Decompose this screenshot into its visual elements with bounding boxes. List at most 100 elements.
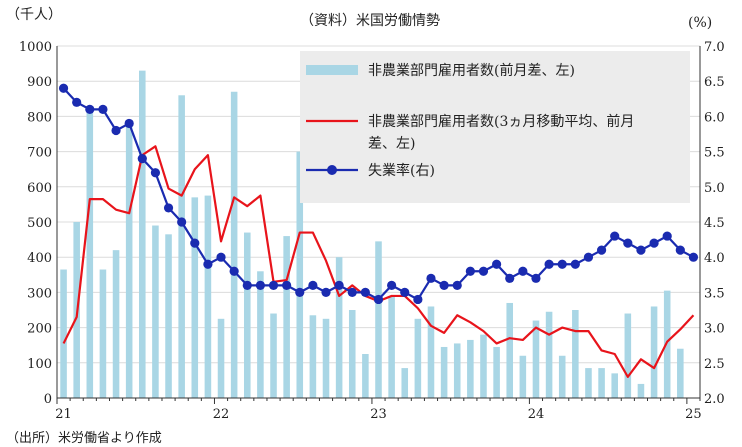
unemployment-rate-point [295,287,305,297]
payroll-bar [243,232,251,398]
unemployment-rate-point [321,287,331,297]
payroll-bar [309,315,317,398]
payroll-bar [99,269,107,398]
payroll-bar [388,295,395,398]
unemployment-rate-point [255,280,265,290]
unemployment-rate-point [531,273,541,283]
payroll-bar [624,313,632,398]
right-axis-unit: (%) [688,15,712,31]
unemployment-rate-point [98,104,108,114]
unemployment-rate-point [282,280,292,290]
right-tick-label: 4.5 [704,216,725,231]
right-tick-label: 6.0 [704,110,725,125]
left-tick-label: 300 [27,286,52,301]
payroll-bar [611,373,618,398]
unemployment-rate-point [190,238,200,248]
payroll-bar [572,310,579,398]
payroll-bar [453,343,461,398]
right-tick-label: 4.0 [704,251,725,266]
payroll-bar [427,306,435,398]
unemployment-rate-point [177,217,187,227]
unemployment-rate-point [150,168,161,178]
left-tick-label: 500 [27,216,52,231]
left-tick-label: 1000 [19,40,52,55]
unemployment-rate-point [610,231,620,241]
unemployment-rate-point [492,259,502,269]
payroll-bar [86,112,94,398]
unemployment-rate-point [334,280,344,290]
left-axis-unit: （千人） [6,7,62,23]
x-tick-label: 23 [370,407,387,422]
payroll-bar [401,368,409,398]
unemployment-rate-point [216,252,226,262]
right-tick-label: 3.5 [704,286,725,301]
unemployment-rate-point [360,287,370,297]
right-tick-label: 5.0 [704,181,725,196]
unemployment-rate-point [596,245,607,255]
left-tick-label: 400 [27,251,52,266]
payroll-bar [362,354,369,398]
payroll-bar [348,310,356,398]
payroll-bar [558,355,566,398]
unemployment-rate-point [570,259,580,269]
right-tick-label: 7.0 [704,40,725,55]
chart-title: （資料）米国労働情勢 [300,13,440,29]
unemployment-rate-point [465,266,475,276]
payroll-bar [493,346,500,398]
payroll-bar [257,271,264,398]
legend-rate-label: 失業率(右) [368,162,435,179]
payroll-bar [165,234,172,398]
x-tick-label: 22 [213,407,230,422]
payroll-bar [480,334,487,398]
unemployment-rate-point [505,273,515,283]
unemployment-rate-point [452,280,462,290]
legend: 非農業部門雇用者数(前月差、左) 非農業部門雇用者数(3ヵ月移動平均、前月 差、… [300,51,690,203]
payroll-bar [217,318,225,398]
unemployment-rate-point [688,252,699,262]
unemployment-rate-point [72,97,82,107]
payroll-bar [545,311,553,398]
legend-rate-marker [327,165,337,175]
unemployment-rate-point [426,273,436,283]
right-tick-label: 5.5 [704,146,725,161]
payroll-bar [414,318,422,398]
payroll-bar [322,318,330,398]
payroll-bar [532,320,540,398]
legend-background [300,51,690,203]
payroll-bar [204,195,212,398]
unemployment-rate-point [58,83,69,93]
unemployment-rate-point [662,231,672,241]
payroll-bar [637,383,645,398]
left-tick-label: 900 [27,75,52,90]
legend-ma-label-line2: 差、左) [368,136,415,152]
unemployment-rate-point [675,245,685,255]
right-tick-label: 6.5 [704,75,725,90]
x-tick-label: 25 [685,407,702,422]
unemployment-rate-point [583,252,594,262]
unemployment-rate-point [85,104,95,114]
unemployment-rate-point [557,259,567,269]
payroll-bar [506,302,514,398]
left-tick-label: 700 [27,146,52,161]
left-tick-label: 100 [27,357,52,372]
payroll-bar [335,257,343,398]
payroll-bar [519,355,527,398]
payroll-bar [112,250,120,398]
payroll-bar [598,368,605,398]
unemployment-rate-point [413,294,423,305]
left-tick-label: 800 [27,110,52,125]
payroll-bar [139,70,146,398]
unemployment-rate-point [229,266,239,276]
unemployment-rate-point [373,294,384,305]
unemployment-rate-point [308,280,318,290]
payroll-bar [585,368,592,398]
payroll-bar [125,119,133,399]
right-tick-label: 2.0 [704,392,725,407]
unemployment-rate-point [347,287,357,297]
payroll-bar [677,348,684,398]
payroll-bar [152,225,159,398]
unemployment-rate-point [137,154,147,164]
left-tick-label: 200 [27,322,52,337]
unemployment-rate-point [400,287,410,297]
unemployment-rate-point [439,280,449,290]
